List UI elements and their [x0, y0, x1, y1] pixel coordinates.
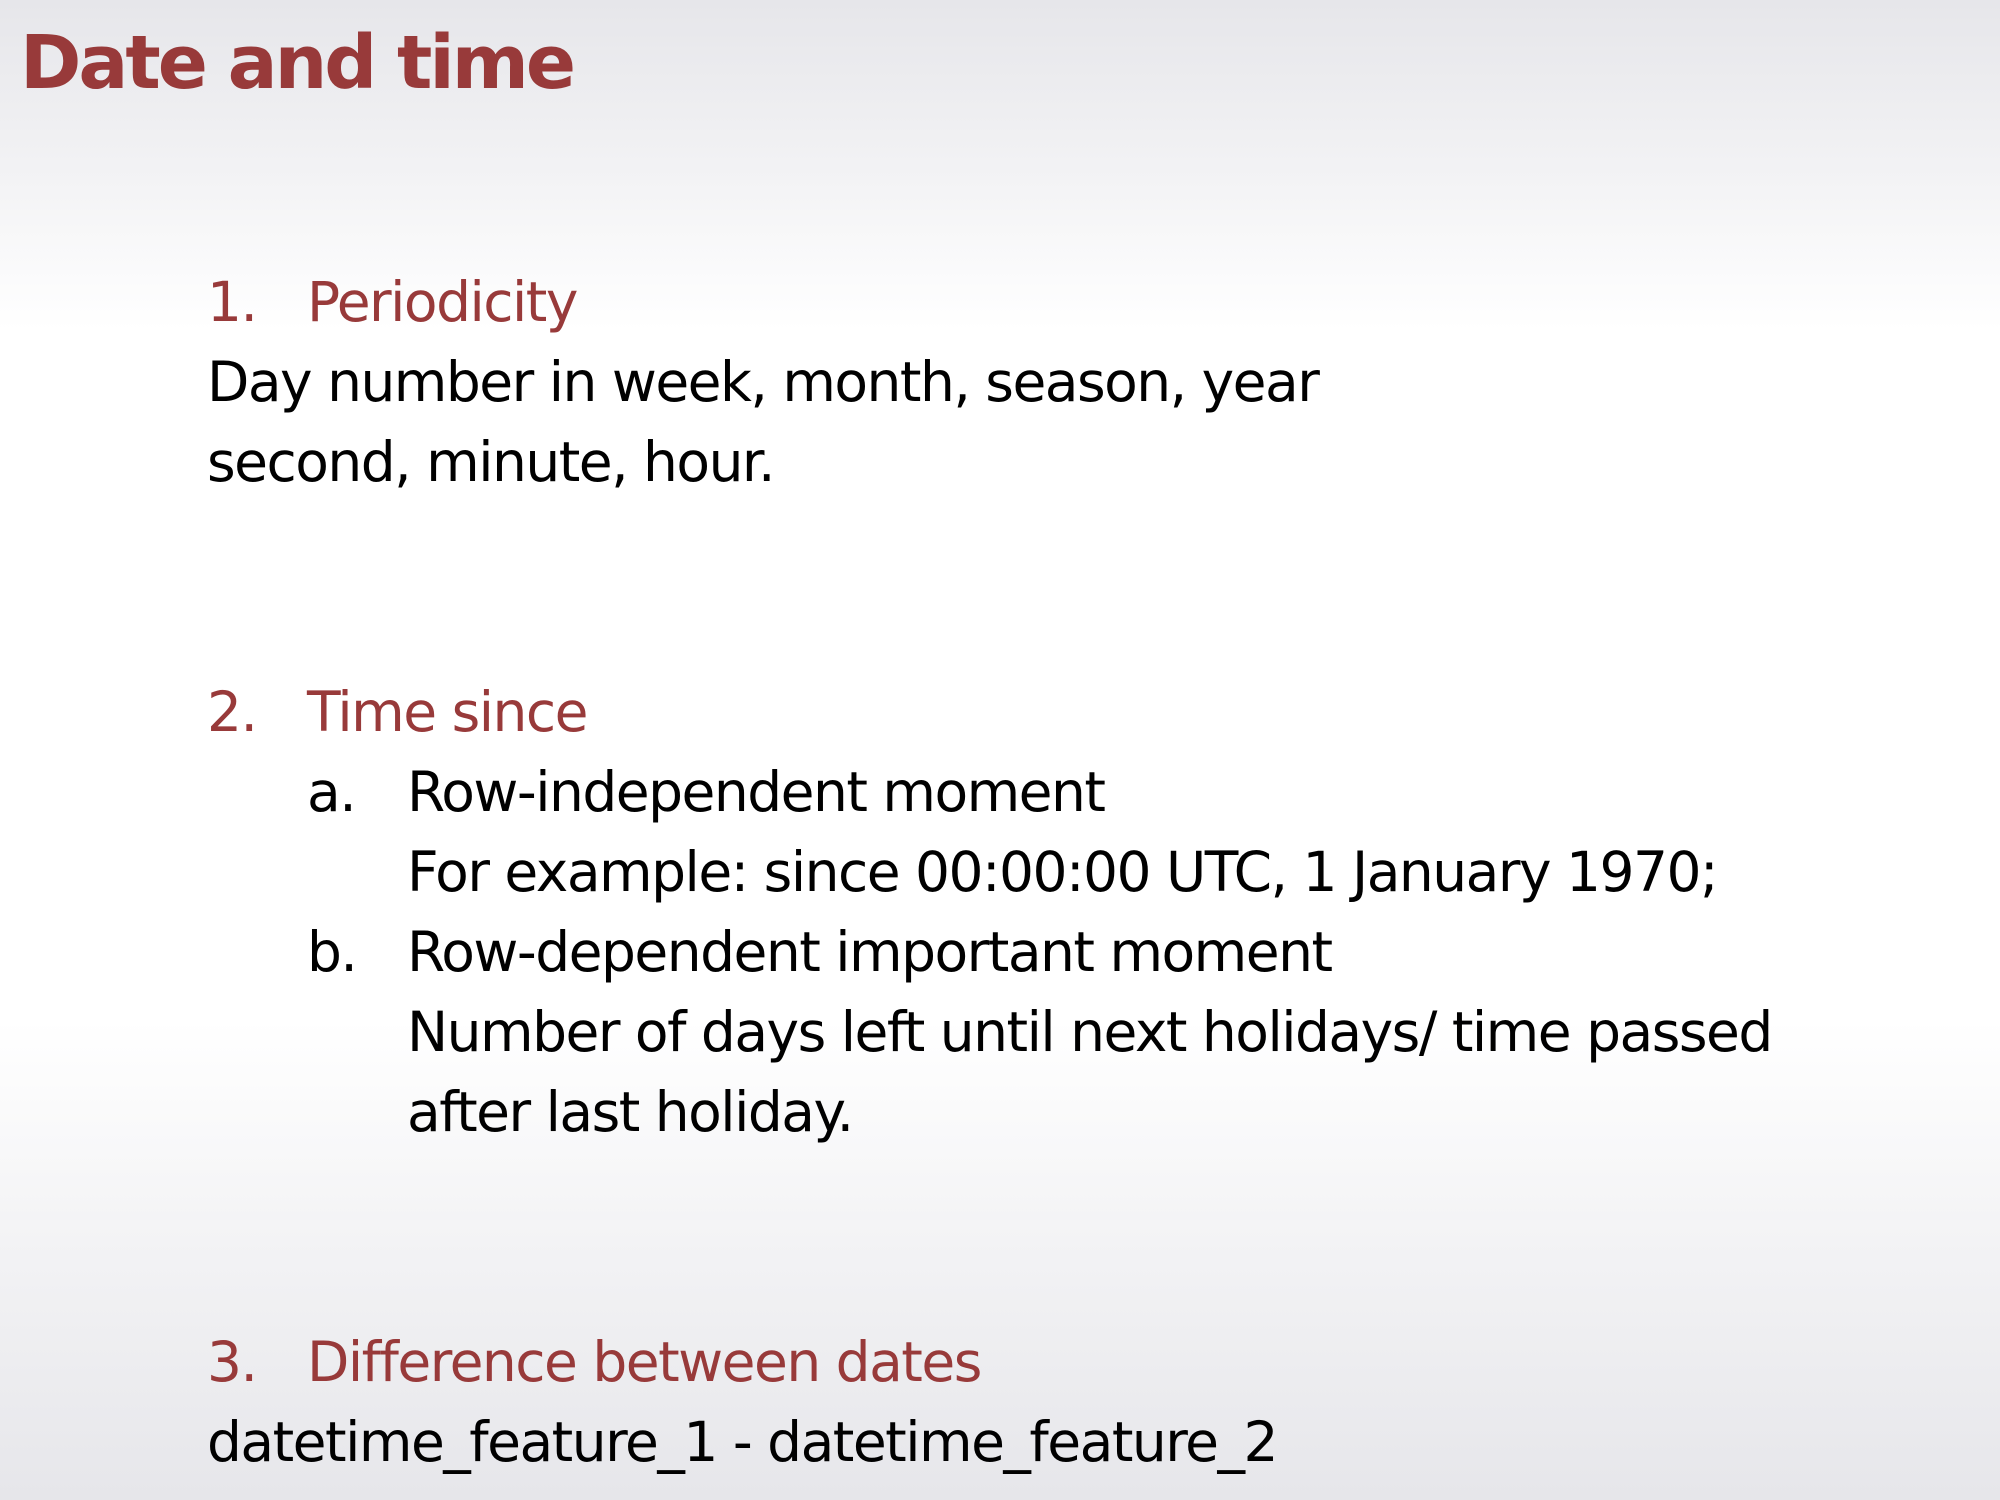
section-number: 1. — [207, 270, 258, 334]
section-spacer — [207, 1152, 1967, 1322]
section-title: Difference between dates — [307, 1330, 982, 1394]
sub-item-line: Number of days left until next holidays/… — [407, 1000, 1773, 1064]
body-text-line: datetime_feature_1 - datetime_feature_2 — [207, 1410, 1279, 1474]
section-spacer — [207, 502, 1967, 672]
sub-item-letter: a. — [307, 760, 357, 824]
sub-item-line: For example: since 00:00:00 UTC, 1 Janua… — [407, 840, 1718, 904]
section-difference: 3. Difference between dates datetime_fea… — [207, 1322, 1967, 1482]
sub-item-text: Row-dependent important moment Number of… — [407, 912, 1773, 1152]
section-title: Periodicity — [307, 270, 578, 334]
section-time-since: 2. Time since a. Row-independent moment … — [207, 672, 1967, 1152]
body-text-line: second, minute, hour. — [207, 430, 775, 494]
slide-title: Date and time — [20, 20, 576, 106]
body-text-line: Day number in week, month, season, year — [207, 350, 1320, 414]
section-title: Time since — [307, 680, 588, 744]
section-periodicity: 1. Periodicity Day number in week, month… — [207, 262, 1967, 502]
section-number: 3. — [207, 1330, 258, 1394]
section-heading: 3. Difference between dates — [207, 1322, 1967, 1402]
sub-item-text: Row-independent moment For example: sinc… — [407, 752, 1718, 912]
section-heading: 1. Periodicity — [207, 262, 1967, 342]
sub-item-line: Row-dependent important moment — [407, 920, 1333, 984]
sub-item-row-dependent: b. Row-dependent important moment Number… — [307, 912, 1967, 1152]
sub-item-line: after last holiday. — [407, 1080, 854, 1144]
slide-content: 1. Periodicity Day number in week, month… — [207, 262, 1967, 1482]
sub-item-line: Row-independent moment — [407, 760, 1106, 824]
section-heading: 2. Time since — [207, 672, 1967, 752]
section-number: 2. — [207, 680, 258, 744]
sub-item-letter: b. — [307, 920, 358, 984]
sub-item-row-independent: a. Row-independent moment For example: s… — [307, 752, 1967, 912]
